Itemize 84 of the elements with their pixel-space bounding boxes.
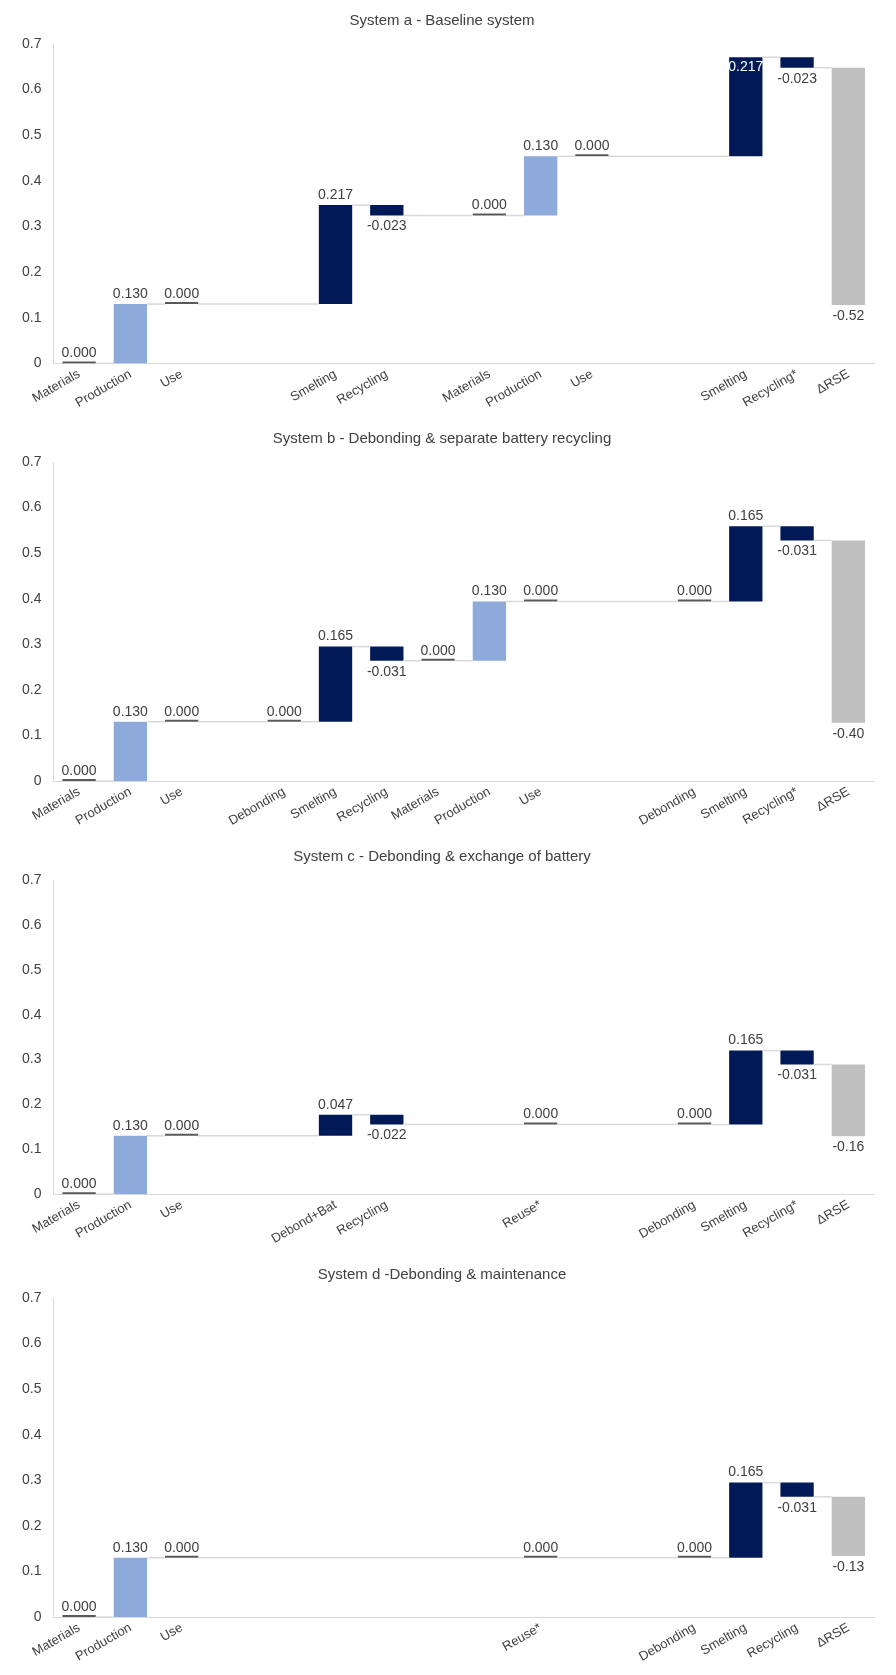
y-tick-label: 0.4 <box>21 171 42 188</box>
y-tick-label: 0.2 <box>21 680 42 697</box>
y-tick-label: 0.5 <box>21 544 42 561</box>
data-label: 0.000 <box>61 1175 97 1192</box>
data-label: -0.031 <box>777 1498 818 1515</box>
data-label: 0.000 <box>676 582 713 599</box>
x-tick-label: Use <box>157 1619 185 1645</box>
y-tick-label: 0.3 <box>21 1050 42 1067</box>
chart-title: System c - Debonding & exchange of battery <box>293 847 592 865</box>
data-label: 0.130 <box>112 284 149 301</box>
data-label: -0.40 <box>832 724 865 741</box>
x-tick-label: Use <box>157 1196 185 1222</box>
data-label: -0.023 <box>366 217 407 234</box>
data-label: 0.000 <box>676 1105 713 1122</box>
y-tick-label: 0.1 <box>21 308 42 325</box>
y-tick-label: 0.6 <box>21 80 42 97</box>
x-tick-label: Use <box>157 365 185 391</box>
data-label: 0.217 <box>318 185 354 202</box>
data-label: -0.13 <box>832 1557 865 1574</box>
y-tick-label: 0.1 <box>21 1562 42 1579</box>
data-label: 0.000 <box>676 1538 713 1555</box>
data-label: 0.000 <box>164 284 200 301</box>
y-tick-label: 0.2 <box>21 263 42 280</box>
data-label: 0.000 <box>266 702 302 719</box>
data-label: 0.000 <box>164 702 200 719</box>
y-tick-label: 0.6 <box>21 915 42 932</box>
data-label: -0.031 <box>777 1066 818 1083</box>
x-tick-label: Use <box>516 783 544 809</box>
data-label: -0.16 <box>832 1138 865 1155</box>
y-tick-label: 0.7 <box>21 452 42 469</box>
y-tick-label: 0.5 <box>21 1380 42 1397</box>
y-tick-label: 0.2 <box>21 1095 42 1112</box>
y-tick-label: 0.3 <box>21 1471 42 1488</box>
data-label: 0.000 <box>164 1538 200 1555</box>
y-tick-label: 0.7 <box>21 34 42 51</box>
chart-title: System a - Baseline system <box>349 11 535 29</box>
y-tick-label: 0 <box>33 1185 42 1202</box>
data-label: -0.023 <box>777 69 818 86</box>
y-tick-label: 0.3 <box>21 635 42 652</box>
data-label: -0.031 <box>366 662 407 679</box>
data-label: -0.022 <box>366 1126 407 1143</box>
y-tick-label: 0.5 <box>21 126 42 143</box>
data-label: 0.130 <box>112 1538 149 1555</box>
y-tick-label: 0.4 <box>21 1005 42 1022</box>
y-tick-label: 0 <box>33 771 42 788</box>
y-tick-label: 0.4 <box>21 589 42 606</box>
data-label: 0.130 <box>112 1116 149 1133</box>
x-tick-label: Use <box>567 365 596 391</box>
data-label: 0.000 <box>164 1116 200 1133</box>
y-tick-label: 0.6 <box>21 498 42 515</box>
data-label: 0.000 <box>574 137 610 154</box>
y-tick-label: 0.6 <box>21 1334 42 1351</box>
y-tick-label: 0 <box>33 1607 42 1624</box>
x-tick-label: Use <box>157 783 185 809</box>
data-label: 0.000 <box>523 1538 559 1555</box>
data-label: -0.031 <box>777 542 818 559</box>
y-tick-label: 0 <box>33 354 42 371</box>
data-label: 0.000 <box>471 196 508 213</box>
data-label: 0.000 <box>61 761 97 778</box>
chart-title: System d -Debonding & maintenance <box>317 1265 567 1283</box>
y-tick-label: 0.7 <box>21 870 42 887</box>
data-label: 0.130 <box>523 137 559 154</box>
data-label: 0.000 <box>420 641 456 658</box>
data-label: 0.165 <box>728 507 764 524</box>
y-tick-label: 0.2 <box>21 1516 42 1533</box>
y-tick-label: 0.7 <box>21 1288 42 1305</box>
data-label: 0.130 <box>471 582 508 599</box>
chart-title: System b - Debonding & separate battery recycling <box>272 429 612 447</box>
y-tick-label: 0.1 <box>21 1140 42 1157</box>
data-label: -0.52 <box>832 306 865 323</box>
data-label: 0.000 <box>61 1597 97 1614</box>
y-tick-label: 0.1 <box>21 726 42 743</box>
data-label: 0.000 <box>523 582 559 599</box>
data-label: 0.217 <box>728 58 764 75</box>
y-tick-label: 0.5 <box>21 960 42 977</box>
data-label: 0.047 <box>318 1095 354 1112</box>
data-label: 0.165 <box>728 1031 764 1048</box>
data-label: 0.000 <box>61 344 97 361</box>
data-label: 0.165 <box>728 1463 764 1480</box>
data-label: 0.130 <box>112 702 149 719</box>
data-label: 0.000 <box>523 1105 559 1122</box>
y-tick-label: 0.3 <box>21 217 42 234</box>
data-label: 0.165 <box>318 627 354 644</box>
y-tick-label: 0.4 <box>21 1425 42 1442</box>
